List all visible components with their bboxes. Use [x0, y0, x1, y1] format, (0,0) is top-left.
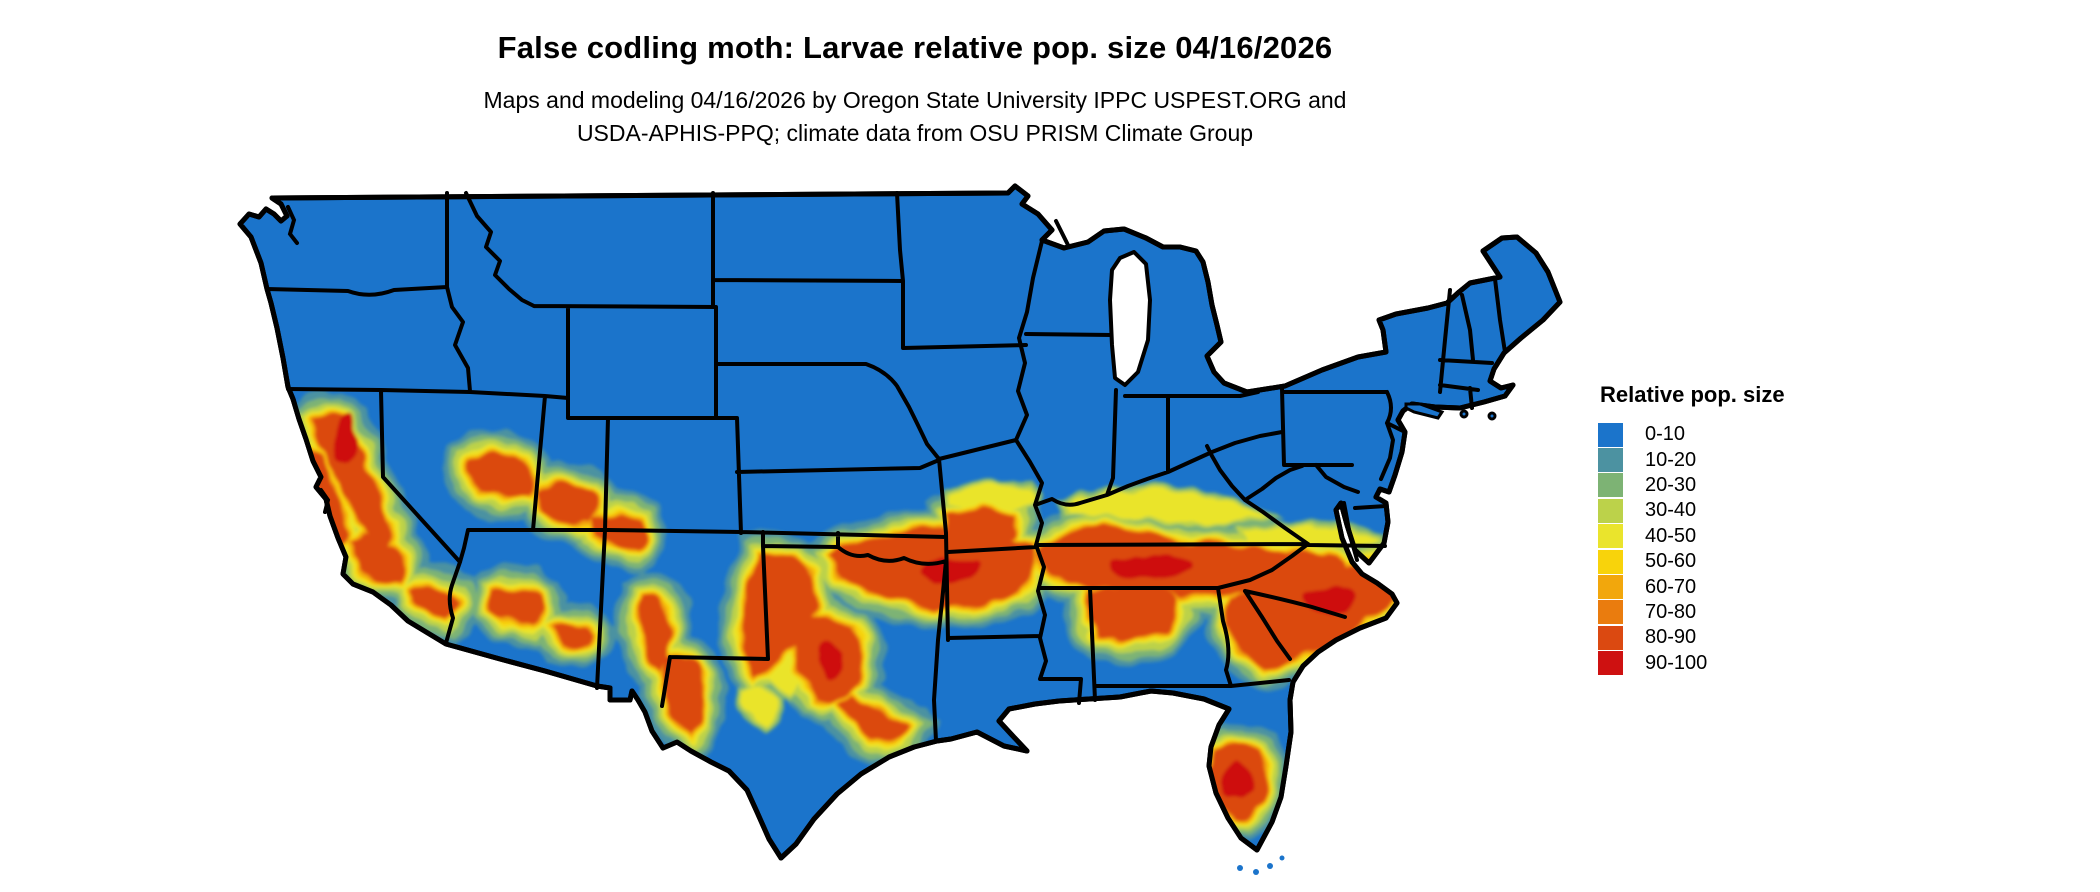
- legend-label: 20-30: [1645, 473, 1697, 496]
- legend-rows: 0-10 10-20 20-30 30-40 40-50 50-60 60-70 70-80 8…: [1598, 422, 1858, 676]
- legend-color-swatch: [1598, 448, 1623, 473]
- legend-color-swatch: [1598, 625, 1623, 650]
- legend-item: 80-90: [1598, 625, 1858, 650]
- highest-population-cores: [333, 416, 1356, 800]
- legend-label: 90-100: [1645, 651, 1708, 674]
- legend-label: 70-80: [1645, 600, 1697, 623]
- legend-item: 40-50: [1598, 524, 1858, 549]
- chesapeake-bay-inlet: [1342, 501, 1359, 562]
- map-subtitle-line1: Maps and modeling 04/16/2026 by Oregon S…: [483, 87, 1347, 113]
- legend-item: 0-10: [1598, 422, 1858, 447]
- map-subtitle: Maps and modeling 04/16/2026 by Oregon S…: [310, 84, 1520, 150]
- island-marthas-vineyard: [1459, 409, 1469, 419]
- legend-item: 90-100: [1598, 651, 1858, 676]
- legend-item: 50-60: [1598, 549, 1858, 574]
- map-title: False codling moth: Larvae relative pop.…: [497, 30, 1333, 65]
- legend-label: 60-70: [1645, 575, 1697, 598]
- legend-label: 30-40: [1645, 499, 1697, 522]
- legend-color-swatch: [1598, 651, 1623, 676]
- legend-color-swatch: [1598, 422, 1623, 447]
- legend-label: 80-90: [1645, 626, 1697, 649]
- puget-sound-inlet: [286, 205, 299, 245]
- legend-color-swatch: [1598, 549, 1623, 574]
- island-nantucket: [1487, 411, 1497, 421]
- legend-item: 70-80: [1598, 600, 1858, 625]
- legend-color-swatch: [1598, 473, 1623, 498]
- san-francisco-bay: [319, 488, 331, 514]
- legend-item: 10-20: [1598, 447, 1858, 473]
- legend-label: 0-10: [1645, 423, 1686, 446]
- legend-color-swatch: [1598, 600, 1623, 625]
- legend-color-swatch: [1598, 575, 1623, 600]
- florida-keys: [1237, 855, 1285, 875]
- long-island: [1404, 402, 1445, 420]
- legend-color-swatch: [1598, 524, 1623, 549]
- map-subtitle-line2: USDA-APHIS-PPQ; climate data from OSU PR…: [576, 120, 1254, 146]
- lake-michigan: [1108, 250, 1152, 387]
- legend-item: 30-40: [1598, 498, 1858, 523]
- population-heat-raster: [300, 415, 1406, 818]
- legend-color-swatch: [1598, 498, 1623, 523]
- state-borders: [265, 191, 1507, 743]
- legend-item: 20-30: [1598, 473, 1858, 498]
- legend-label: 10-20: [1645, 448, 1697, 471]
- legend: Relative pop. size 0-10 10-20 20-30 30-40 40…: [1598, 382, 1858, 676]
- legend-title: Relative pop. size: [1600, 382, 1785, 407]
- legend-label: 40-50: [1645, 524, 1697, 547]
- legend-item: 60-70: [1598, 574, 1858, 600]
- legend-label: 50-60: [1645, 550, 1697, 573]
